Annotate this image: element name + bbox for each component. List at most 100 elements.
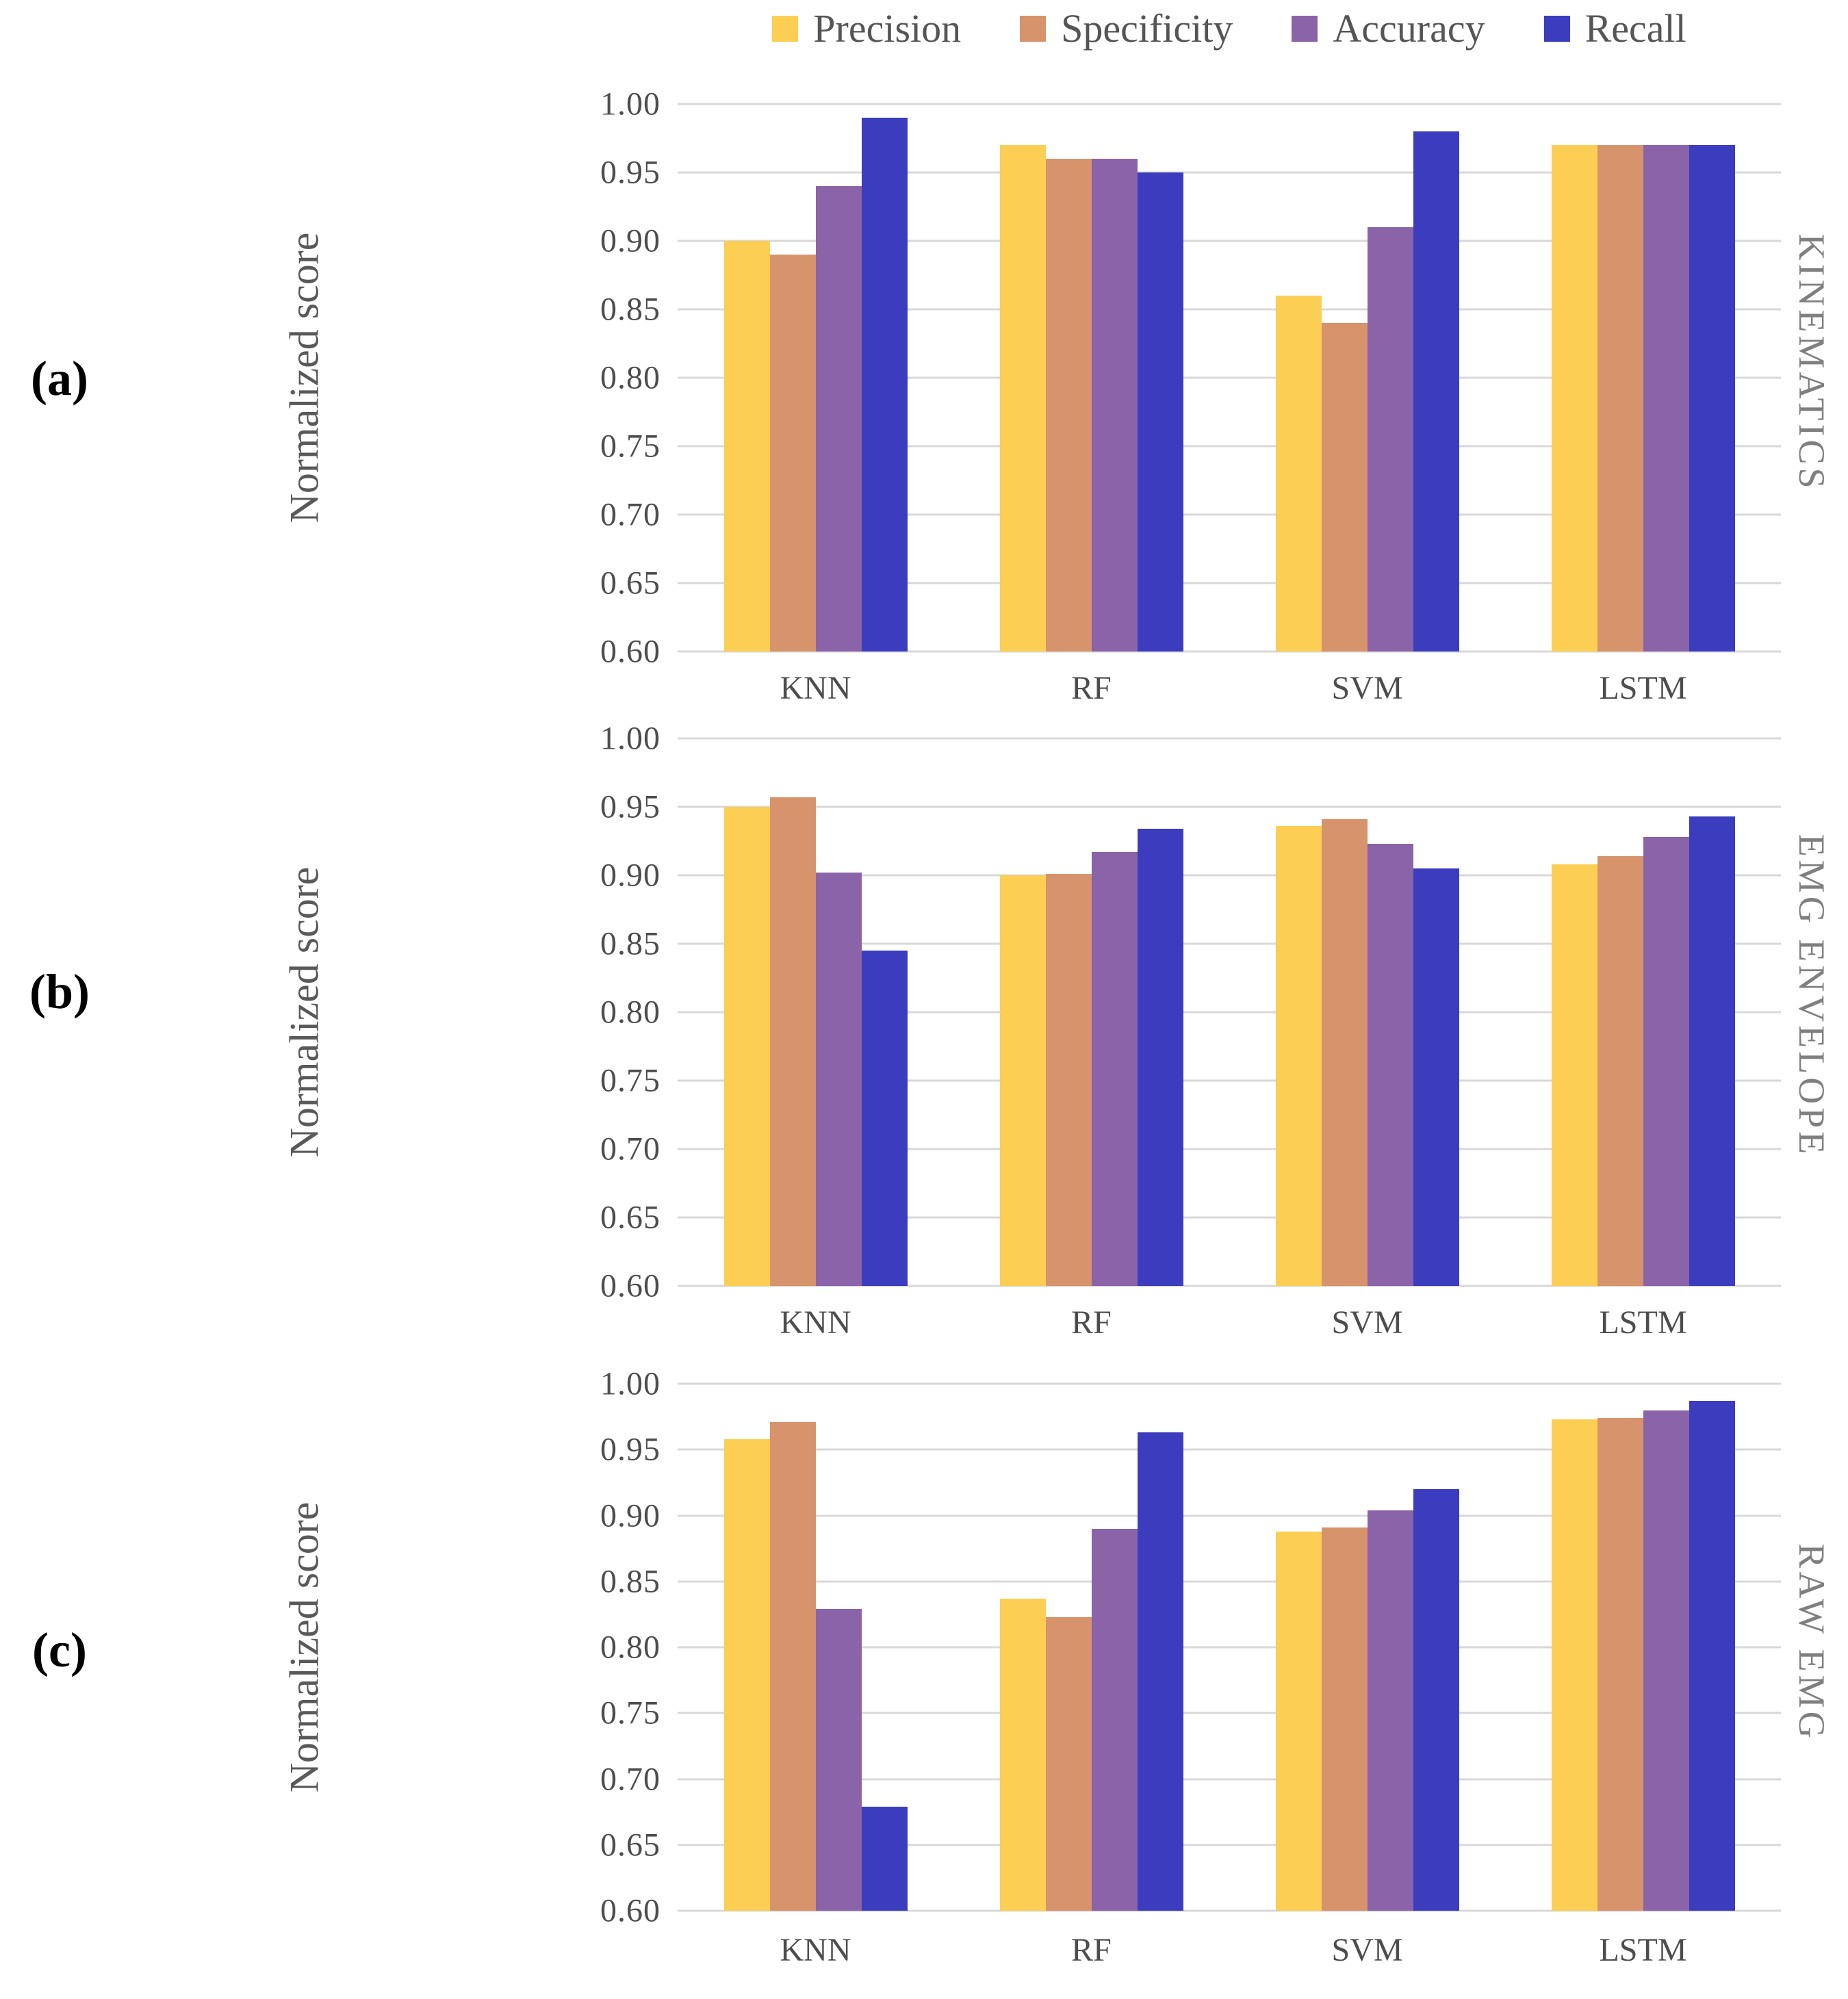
chart-legend: Precision Specificity Accuracy Recall	[678, 5, 1781, 51]
y-axis-title-a: Normalized score	[281, 232, 327, 524]
bar-c-rf-precision	[999, 1598, 1046, 1911]
bar-c-lstm-recall	[1689, 1401, 1735, 1911]
plot-area-kinematics	[678, 103, 1781, 653]
bar-a-lstm-recall	[1689, 145, 1735, 652]
bar-b-rf-precision	[999, 875, 1046, 1286]
y-tick-label: 0.95	[600, 788, 660, 825]
bar-a-rf-precision	[999, 145, 1046, 652]
bar-c-lstm-precision	[1551, 1419, 1597, 1911]
y-tick-label: 0.90	[600, 222, 660, 259]
legend-item-recall: Recall	[1543, 5, 1686, 51]
legend-item-accuracy: Accuracy	[1292, 5, 1485, 51]
bar-b-lstm-precision	[1551, 864, 1597, 1286]
y-tick-label: 0.95	[600, 154, 660, 191]
x-category-label: LSTM	[1599, 1932, 1687, 1968]
gridline	[678, 1646, 1781, 1649]
y-tick-label: 1.00	[600, 86, 660, 122]
bar-a-knn-specificity	[769, 255, 816, 652]
x-category-label: SVM	[1331, 670, 1403, 706]
x-category-label: RF	[1071, 670, 1112, 706]
y-tick-label: 0.85	[600, 1563, 660, 1600]
x-category-label: LSTM	[1599, 1304, 1687, 1341]
y-tick-label: 0.65	[600, 1827, 660, 1863]
y-tick-label: 0.75	[600, 1062, 660, 1099]
bar-b-lstm-specificity	[1597, 856, 1643, 1286]
gridline	[678, 513, 1781, 516]
bar-b-svm-accuracy	[1367, 844, 1413, 1286]
x-category-label: RF	[1071, 1304, 1112, 1341]
y-tick-label: 0.65	[600, 1199, 660, 1236]
specificity-swatch-icon	[1020, 15, 1047, 42]
accuracy-swatch-icon	[1292, 15, 1318, 42]
y-tick-label: 0.90	[600, 1497, 660, 1534]
gridline	[678, 582, 1781, 584]
bar-c-knn-recall	[861, 1806, 908, 1911]
y-axis-title-c: Normalized score	[281, 1501, 327, 1793]
legend-label: Specificity	[1061, 6, 1233, 51]
y-tick-label: 0.80	[600, 994, 660, 1031]
bar-a-lstm-accuracy	[1643, 145, 1689, 652]
y-axis-ticks-c: 1.00 0.95 0.90 0.85 0.80 0.75 0.70 0.65 …	[424, 1366, 660, 1929]
y-tick-label: 0.70	[600, 1761, 660, 1797]
bar-c-knn-precision	[723, 1439, 770, 1911]
bar-a-knn-precision	[723, 241, 770, 652]
gridline	[678, 1448, 1781, 1451]
gridline	[678, 1844, 1781, 1846]
bar-a-knn-accuracy	[815, 186, 862, 652]
bar-a-svm-precision	[1275, 296, 1322, 652]
y-tick-label: 1.00	[600, 1365, 660, 1402]
gridline	[678, 240, 1781, 242]
y-axis-ticks-a: 1.00 0.95 0.90 0.85 0.80 0.75 0.70 0.65 …	[424, 86, 660, 670]
bar-b-svm-specificity	[1321, 819, 1368, 1286]
bar-b-rf-specificity	[1045, 874, 1092, 1286]
x-axis-labels-c: KNN RF SVM LSTM	[678, 1931, 1781, 1969]
bar-c-lstm-accuracy	[1643, 1410, 1689, 1911]
x-axis-labels-b: KNN RF SVM LSTM	[678, 1304, 1781, 1341]
bar-b-lstm-recall	[1689, 816, 1735, 1286]
side-label-kinematics: KINEMATICS	[1791, 233, 1832, 492]
gridline	[678, 103, 1781, 105]
legend-item-precision: Precision	[772, 5, 961, 51]
bar-a-rf-accuracy	[1091, 159, 1138, 652]
y-tick-label: 0.70	[600, 496, 660, 533]
plot-area-raw-emg	[678, 1382, 1781, 1912]
bar-c-knn-accuracy	[815, 1609, 862, 1911]
side-label-raw-emg: RAW EMG	[1791, 1543, 1832, 1742]
gridline	[678, 308, 1781, 311]
gridline	[678, 737, 1781, 740]
recall-swatch-icon	[1543, 15, 1570, 42]
bar-a-svm-specificity	[1321, 323, 1368, 652]
legend-label: Accuracy	[1333, 6, 1485, 51]
bar-b-knn-accuracy	[815, 873, 862, 1286]
precision-swatch-icon	[772, 15, 799, 42]
legend-label: Recall	[1584, 6, 1686, 51]
bar-b-knn-specificity	[769, 797, 816, 1286]
bar-a-lstm-specificity	[1597, 145, 1643, 652]
panel-letter-a: (a)	[31, 351, 88, 406]
gridline	[678, 1011, 1781, 1014]
y-tick-label: 0.85	[600, 925, 660, 962]
y-tick-label: 0.80	[600, 1629, 660, 1666]
y-tick-label: 0.60	[600, 633, 660, 670]
y-tick-label: 0.60	[600, 1892, 660, 1929]
gridline	[678, 1580, 1781, 1583]
y-axis-title-b: Normalized score	[281, 866, 327, 1158]
bar-b-knn-precision	[723, 807, 770, 1286]
y-tick-label: 0.85	[600, 291, 660, 328]
gridline	[678, 171, 1781, 174]
legend-item-specificity: Specificity	[1020, 5, 1233, 51]
bar-a-knn-recall	[861, 118, 908, 652]
x-category-label: SVM	[1331, 1304, 1403, 1341]
y-tick-label: 1.00	[600, 720, 660, 757]
gridline	[678, 1079, 1781, 1082]
gridline	[678, 1148, 1781, 1150]
x-category-label: SVM	[1331, 1932, 1403, 1968]
gridline	[678, 1909, 1781, 1912]
gridline	[678, 1285, 1781, 1287]
bar-a-lstm-precision	[1551, 145, 1597, 652]
bar-a-svm-accuracy	[1367, 227, 1413, 652]
bar-c-rf-accuracy	[1091, 1528, 1138, 1911]
gridline	[678, 874, 1781, 877]
x-category-label: LSTM	[1599, 670, 1687, 706]
gridline	[678, 1712, 1781, 1714]
